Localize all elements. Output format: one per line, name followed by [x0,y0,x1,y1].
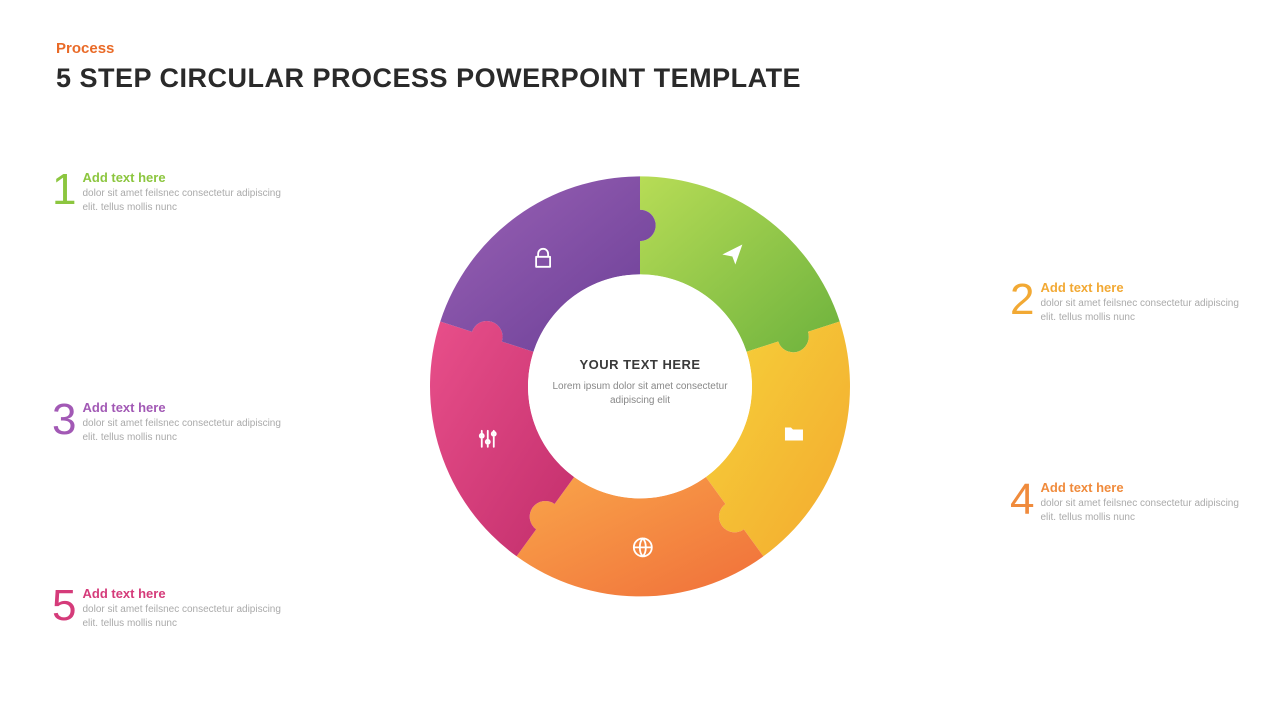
callout-number: 1 [52,170,76,210]
callout-number: 2 [1010,280,1034,320]
callout-heading: Add text here [1040,280,1250,295]
center-body: Lorem ipsum dolor sit amet consectetur a… [540,380,740,408]
callout-number: 5 [52,586,76,626]
center-title: YOUR TEXT HERE [540,357,740,372]
sliders-icon [480,431,496,447]
callout-1: 1 Add text here dolor sit amet feilsnec co… [52,170,292,214]
callout-heading: Add text here [1040,480,1250,495]
callout-5: 5 Add text here dolor sit amet feilsnec co… [52,586,292,630]
category-label: Process [56,40,801,57]
circular-process-diagram: YOUR TEXT HERE Lorem ipsum dolor sit ame… [420,166,860,606]
callout-heading: Add text here [82,400,292,415]
callout-3: 3 Add text here dolor sit amet feilsnec co… [52,400,292,444]
slide-header: Process 5 STEP CIRCULAR PROCESS POWERPOI… [56,40,801,94]
center-caption: YOUR TEXT HERE Lorem ipsum dolor sit ame… [540,357,740,408]
callout-4: 4 Add text here dolor sit amet feilsnec co… [1010,480,1250,524]
callout-number: 3 [52,400,76,440]
callout-heading: Add text here [82,586,292,601]
slide-title: 5 STEP CIRCULAR PROCESS POWERPOINT TEMPL… [56,63,801,94]
callout-body: dolor sit amet feilsnec consectetur adip… [1040,297,1250,324]
callout-number: 4 [1010,480,1034,520]
callout-2: 2 Add text here dolor sit amet feilsnec co… [1010,280,1250,324]
callout-body: dolor sit amet feilsnec consectetur adip… [1040,497,1250,524]
callout-body: dolor sit amet feilsnec consectetur adip… [82,417,292,444]
callout-body: dolor sit amet feilsnec consectetur adip… [82,187,292,214]
callout-heading: Add text here [82,170,292,185]
callout-body: dolor sit amet feilsnec consectetur adip… [82,603,292,630]
